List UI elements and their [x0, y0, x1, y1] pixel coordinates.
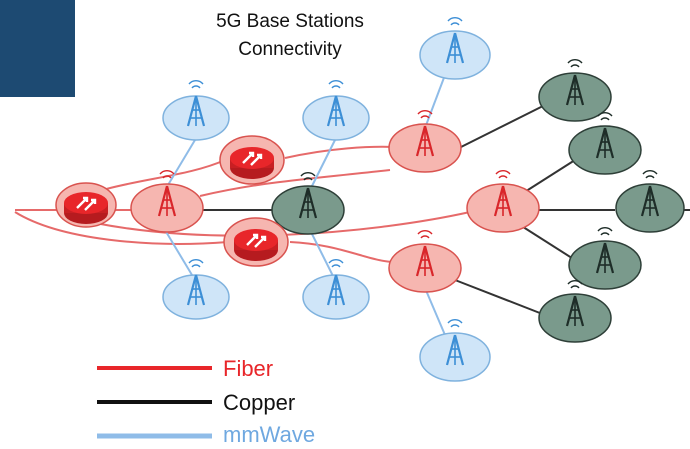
- fiber-node: [466, 169, 540, 233]
- copper-line: [519, 159, 576, 196]
- router-icon: [228, 145, 276, 181]
- legend: [97, 366, 212, 439]
- copper-nodes: [271, 58, 685, 343]
- fiber-node: [388, 109, 462, 173]
- router-nodes: [55, 135, 289, 267]
- router-node: [223, 217, 289, 267]
- legend-mmwave-label: mmWave: [223, 422, 316, 447]
- legend-fiber-label: Fiber: [223, 356, 274, 381]
- fiber-line: [199, 169, 391, 197]
- router-node: [219, 135, 285, 185]
- diagram-title: 5G Base Stations Connectivity: [170, 8, 410, 64]
- mmwave-links: [164, 74, 446, 336]
- fiber-line: [14, 211, 229, 245]
- fiber-line: [284, 145, 396, 159]
- fiber-nodes: [130, 109, 540, 293]
- mmwave-node: [419, 318, 491, 382]
- copper-node: [271, 171, 345, 235]
- corner-block: [0, 0, 75, 97]
- legend-copper-label: Copper: [223, 390, 296, 415]
- title-line-1: 5G Base Stations: [216, 11, 364, 32]
- router-node: [55, 182, 117, 228]
- mmwave-line: [424, 287, 446, 336]
- fiber-node: [388, 229, 462, 293]
- fiber-node: [130, 169, 204, 233]
- mmwave-node: [302, 258, 370, 320]
- copper-line: [454, 279, 546, 316]
- copper-node: [615, 169, 685, 233]
- fiber-line: [289, 241, 396, 263]
- title-line-2: Connectivity: [238, 39, 342, 60]
- mmwave-line: [164, 229, 196, 281]
- copper-line: [519, 224, 576, 261]
- copper-node: [538, 279, 612, 343]
- copper-line: [454, 104, 546, 151]
- mmwave-node: [162, 258, 230, 320]
- mmwave-node: [162, 79, 230, 141]
- copper-node: [568, 111, 642, 175]
- copper-links: [200, 104, 690, 316]
- mmwave-line: [309, 229, 336, 281]
- copper-node: [538, 58, 612, 122]
- mmwave-line: [424, 74, 446, 129]
- mmwave-node: [302, 79, 370, 141]
- mmwave-node: [419, 16, 491, 80]
- mmwave-line: [309, 139, 336, 191]
- router-icon: [232, 227, 280, 263]
- mmwave-nodes: [162, 16, 491, 382]
- mmwave-line: [164, 139, 196, 191]
- copper-node: [568, 226, 642, 290]
- router-icon: [62, 190, 110, 226]
